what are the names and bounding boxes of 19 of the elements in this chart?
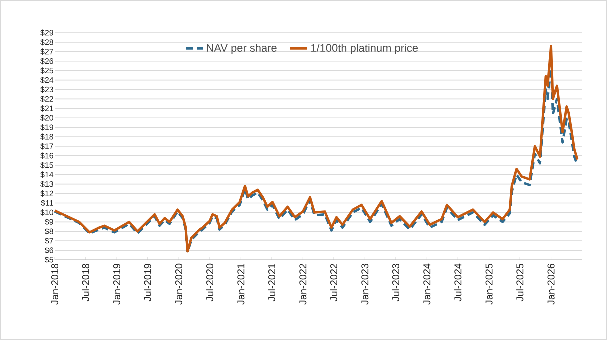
legend-label: 1/100th platinum price xyxy=(312,44,418,54)
x-tick-label: Jul-2019 xyxy=(144,264,152,302)
x-tick-label: Jan-2020 xyxy=(175,264,183,305)
x-tick-label: Jul-2020 xyxy=(206,264,214,302)
x-tick-label: Jul-2024 xyxy=(454,264,462,302)
x-tick-label: Jul-2018 xyxy=(82,264,90,302)
x-tick-label: Jan-2021 xyxy=(238,264,245,305)
legend-label: NAV per share xyxy=(207,44,277,54)
x-tick-label: Jan-2019 xyxy=(113,264,121,305)
x-tick-label: Jul-2023 xyxy=(392,264,400,302)
x-tick-label: Jan-2022 xyxy=(300,264,307,305)
x-tick-label: Jan-2024 xyxy=(424,264,431,305)
x-tick-label: Jan-2026 xyxy=(548,264,555,305)
x-tick-label: Jul-2022 xyxy=(330,264,338,302)
x-tick-label: Jan-2023 xyxy=(362,264,369,305)
x-tick-label: Jan-2025 xyxy=(486,264,493,305)
x-tick-label: Jul-2025 xyxy=(516,264,524,302)
x-tick-label: Jul-2021 xyxy=(268,264,276,302)
x-tick-label: Jan-2018 xyxy=(51,264,59,305)
